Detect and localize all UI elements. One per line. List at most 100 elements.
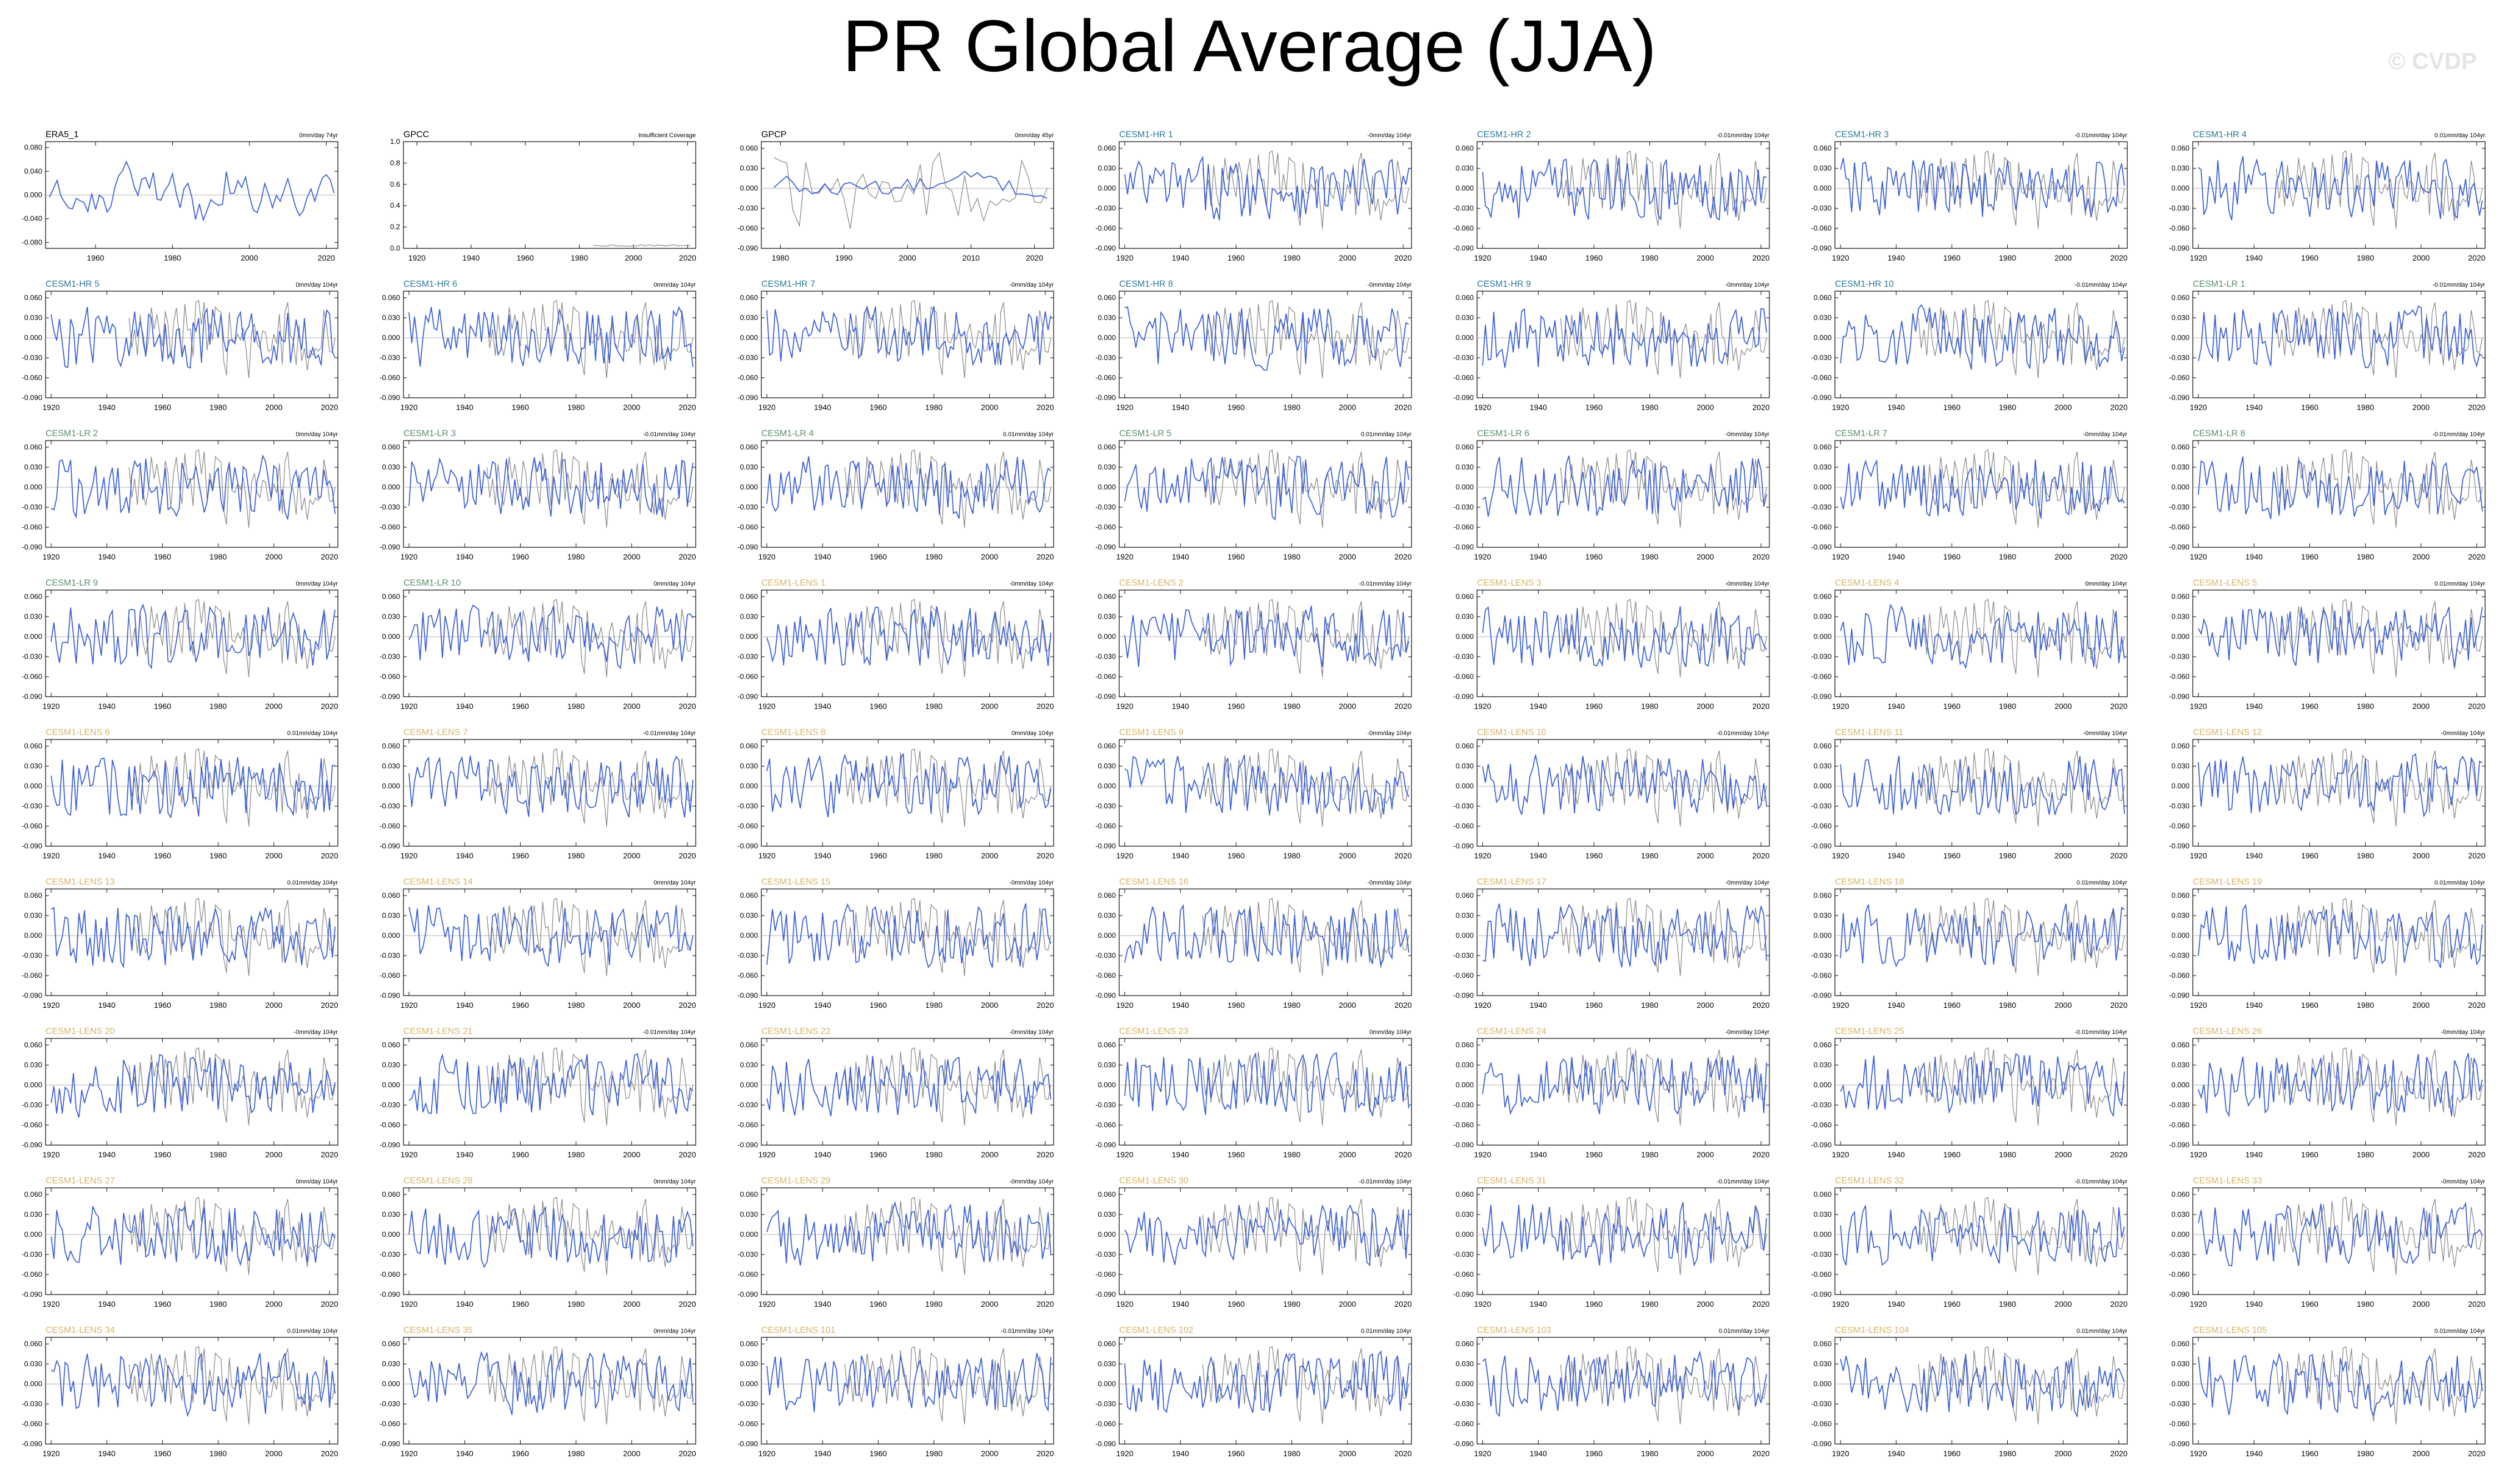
y-tick-label: 0.060 <box>382 443 400 451</box>
y-tick-label: -0.030 <box>1095 503 1116 511</box>
y-tick-label: -0.030 <box>2169 802 2189 810</box>
x-tick-label: 1940 <box>98 851 116 860</box>
y-tick-label: 0.030 <box>1813 911 1832 920</box>
x-tick-label: 1940 <box>98 1150 116 1159</box>
x-tick-label: 1920 <box>2189 253 2207 262</box>
y-tick-label: 0.060 <box>2171 443 2189 451</box>
panel-title: CESM1-LENS 18 <box>1835 877 1904 887</box>
series-line <box>1840 459 2125 519</box>
x-tick-label: 2020 <box>2468 1300 2485 1308</box>
panel-title: ERA5_1 <box>46 130 79 139</box>
chart-panel: CESM1-LENS 12 -0mm/day 104yr -0.090 -0.060 -… <box>2169 728 2486 860</box>
y-tick-label: -0.090 <box>1453 1141 1474 1149</box>
x-tick-label: 1920 <box>1832 1001 1849 1010</box>
panel-title: CESM1-LENS 9 <box>1119 728 1184 737</box>
y-tick-label: -0.030 <box>1453 652 1474 661</box>
x-tick-label: 1980 <box>1283 403 1300 412</box>
x-tick-label: 1980 <box>210 1001 227 1010</box>
plot-frame <box>45 440 338 548</box>
y-tick-label: -0.090 <box>2169 842 2189 850</box>
chart-panel: CESM1-LENS 34 0.01mm/day 104yr -0.090 -0.06… <box>22 1326 338 1458</box>
x-tick-label: 2020 <box>679 1449 696 1458</box>
plot-frame <box>1119 141 1412 249</box>
x-tick-label: 1980 <box>2357 403 2374 412</box>
y-tick-label: -0.030 <box>380 652 400 661</box>
panel-trend: -0.01mm/day 104yr <box>1359 1178 1411 1185</box>
y-tick-label: -0.030 <box>380 1250 400 1258</box>
panel-trend: 0mm/day 104yr <box>296 581 338 587</box>
x-tick-label: 1920 <box>758 552 775 561</box>
x-tick-label: 1960 <box>154 1300 171 1308</box>
x-tick-label: 2000 <box>1697 253 1714 262</box>
x-tick-label: 1960 <box>512 1001 529 1010</box>
x-tick-label: 2020 <box>1394 1150 1411 1159</box>
x-tick-label: 1960 <box>2301 1449 2318 1458</box>
y-tick-label: 0.030 <box>1098 313 1116 322</box>
x-tick-label: 1920 <box>1832 403 1849 412</box>
y-tick-label: 0.030 <box>740 313 758 322</box>
plot-frame <box>1119 1187 1412 1295</box>
y-tick-label: 0.000 <box>1098 931 1116 940</box>
x-tick-label: 1940 <box>1530 851 1547 860</box>
y-tick-label: 0.030 <box>382 1210 400 1218</box>
obs-series-line <box>844 748 1051 827</box>
y-tick-label: 0.060 <box>382 1041 400 1049</box>
y-tick-label: 0.000 <box>24 632 42 641</box>
x-tick-label: 2000 <box>2054 851 2072 860</box>
plot-frame <box>403 888 696 996</box>
y-tick-label: 0.000 <box>1098 184 1116 192</box>
x-tick-label: 1960 <box>154 1001 171 1010</box>
x-tick-label: 1920 <box>2189 702 2207 711</box>
series-line <box>2198 607 2483 668</box>
x-tick-label: 1980 <box>567 1001 585 1010</box>
obs-series-line <box>1918 1047 2125 1126</box>
y-tick-label: -0.030 <box>737 1101 758 1109</box>
panel-trend: 0mm/day 104yr <box>1369 1029 1411 1036</box>
x-tick-label: 1940 <box>1888 403 1905 412</box>
x-tick-label: 1940 <box>1172 403 1189 412</box>
x-tick-label: 1960 <box>512 702 529 711</box>
plot-frame <box>1834 1038 2128 1146</box>
y-tick-label: -0.090 <box>1453 543 1474 551</box>
y-tick-label: -0.090 <box>1811 1141 1832 1149</box>
panel-title: CESM1-LENS 34 <box>46 1326 115 1335</box>
series-line <box>408 905 694 967</box>
x-tick-label: 1960 <box>1585 851 1603 860</box>
y-tick-label: -0.030 <box>737 503 758 511</box>
y-tick-label: -0.090 <box>2169 244 2189 252</box>
y-tick-label: 0.000 <box>382 1081 400 1089</box>
chart-panel: CESM1-LENS 29 -0mm/day 104yr -0.090 -0.060 -… <box>737 1176 1054 1308</box>
y-tick-label: -0.090 <box>380 393 400 402</box>
y-tick-label: 0.040 <box>24 167 42 175</box>
y-tick-label: -0.060 <box>1095 1270 1116 1278</box>
y-tick-label: -0.090 <box>22 1440 42 1448</box>
y-tick-label: 0.060 <box>1098 1041 1116 1049</box>
panel-title: CESM1-LENS 33 <box>2193 1176 2262 1186</box>
panel-trend: -0mm/day 104yr <box>2441 730 2486 737</box>
x-tick-label: 2000 <box>899 253 916 262</box>
series-line <box>1840 1205 2125 1266</box>
panel-title: CESM1-LENS 29 <box>761 1176 831 1186</box>
panel-trend: 0mm/day 104yr <box>296 431 338 438</box>
x-tick-label: 1920 <box>1116 253 1133 262</box>
plot-frame <box>45 291 338 398</box>
x-tick-label: 1920 <box>1474 702 1491 711</box>
series-line <box>2198 753 2483 818</box>
panel-trend: -0mm/day 104yr <box>1010 1178 1054 1185</box>
x-tick-label: 1940 <box>1172 253 1189 262</box>
x-tick-label: 2020 <box>1752 702 1769 711</box>
y-tick-label: -0.030 <box>1811 503 1832 511</box>
x-tick-label: 1940 <box>814 1150 831 1159</box>
panel-trend: 0.01mm/day 104yr <box>2077 880 2127 886</box>
x-tick-label: 1980 <box>210 1150 227 1159</box>
chart-panel: CESM1-LENS 21 -0.01mm/day 104yr -0.090 -0.0… <box>380 1027 696 1159</box>
x-tick-label: 1940 <box>1172 1300 1189 1308</box>
panel-title: CESM1-LENS 16 <box>1119 877 1189 887</box>
y-tick-label: -0.060 <box>22 971 42 980</box>
y-tick-label: -0.060 <box>380 1121 400 1129</box>
y-tick-label: -0.030 <box>1811 951 1832 960</box>
series-line <box>1482 1350 1767 1417</box>
y-tick-label: -0.060 <box>1453 373 1474 382</box>
series-line <box>51 1352 336 1417</box>
